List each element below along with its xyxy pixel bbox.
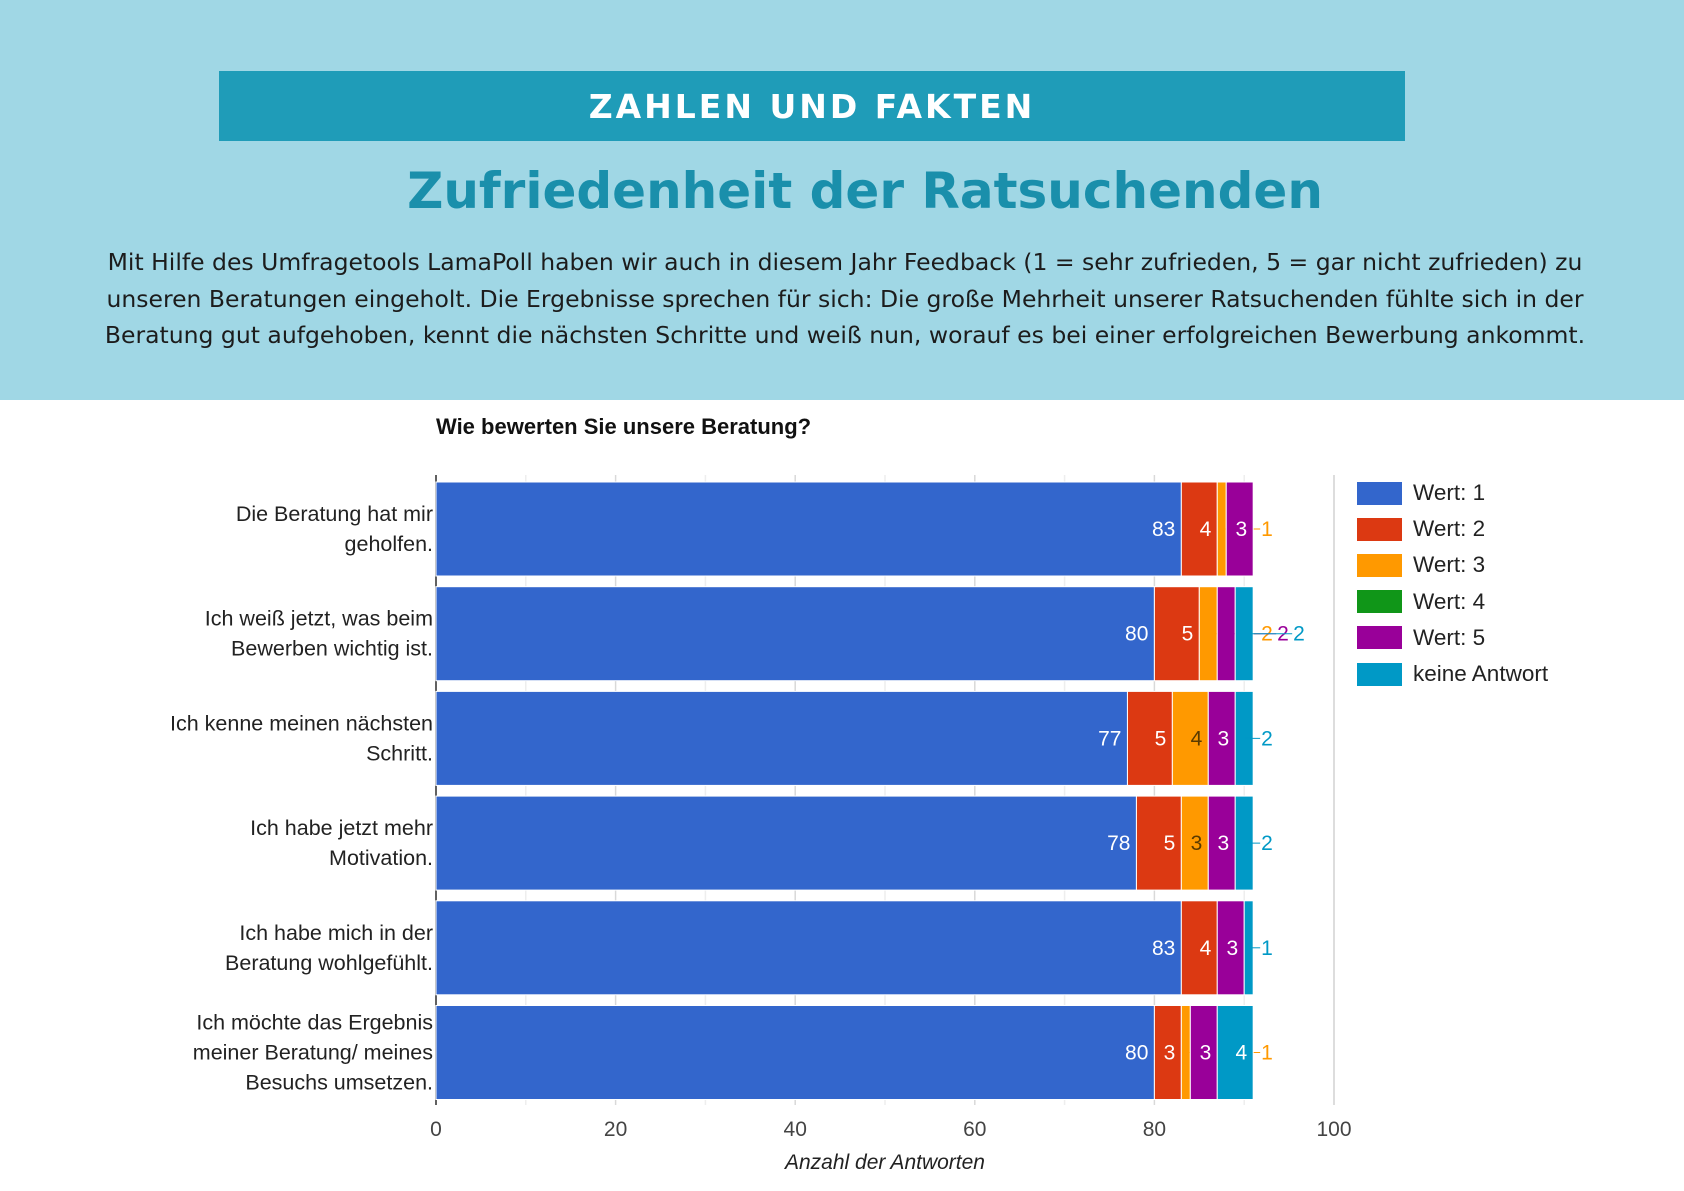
legend-item: Wert: 5 <box>1357 620 1548 656</box>
data-label: 3 <box>1218 727 1230 750</box>
bar-segment <box>1216 900 1245 996</box>
bar-segment <box>1225 481 1254 577</box>
x-tick-label: 80 <box>1143 1118 1166 1141</box>
category-label: Bewerben wichtig ist. <box>231 637 433 661</box>
legend-label: Wert: 3 <box>1413 552 1486 578</box>
category-label: Motivation. <box>329 846 433 870</box>
legend-label: Wert: 5 <box>1413 624 1486 650</box>
legend-label: Wert: 1 <box>1413 480 1486 506</box>
data-label: 1 <box>1261 518 1273 541</box>
data-label: 4 <box>1200 518 1212 541</box>
data-label: 3 <box>1200 1042 1212 1065</box>
bar-segment <box>435 586 1155 682</box>
x-tick-label: 60 <box>963 1118 986 1141</box>
legend-swatch <box>1357 662 1402 686</box>
bar-segment <box>1180 795 1209 891</box>
intro-paragraph: Mit Hilfe des Umfragetools LamaPoll habe… <box>104 248 1586 349</box>
legend-swatch <box>1357 553 1402 577</box>
legend-divider <box>1333 475 1335 1105</box>
category-label: meiner Beratung/ meines <box>193 1041 433 1065</box>
data-label: 5 <box>1164 832 1176 855</box>
data-label: 83 <box>1152 518 1175 541</box>
x-tick-label: 20 <box>604 1118 627 1141</box>
category-label: Beratung wohlgefühlt. <box>225 951 433 975</box>
legend-item: keine Antwort <box>1357 656 1548 692</box>
bar-segment <box>435 795 1137 891</box>
legend-item: Wert: 4 <box>1357 584 1548 620</box>
data-label: 3 <box>1191 832 1203 855</box>
x-tick-label: 100 <box>1316 1118 1351 1141</box>
bar-segment <box>1207 690 1236 786</box>
data-label: 3 <box>1218 832 1230 855</box>
category-label: Die Beratung hat mir <box>236 502 433 526</box>
category-label: Ich möchte das Ergebnis <box>196 1011 433 1035</box>
bar-segment <box>1153 1005 1182 1100</box>
bar-segment <box>1171 690 1209 786</box>
data-label: 2 <box>1261 832 1273 855</box>
data-label: 83 <box>1152 937 1175 960</box>
data-label: 80 <box>1125 1042 1148 1065</box>
bar-segment <box>1135 795 1182 891</box>
category-label: Besuchs umsetzen. <box>245 1071 433 1095</box>
legend-swatch <box>1357 481 1402 505</box>
data-label: 3 <box>1227 937 1239 960</box>
data-label: 78 <box>1107 832 1130 855</box>
bar-segment <box>1216 1005 1254 1100</box>
data-label: 4 <box>1191 727 1203 750</box>
category-label: Ich habe jetzt mehr <box>250 816 433 840</box>
legend-label: keine Antwort <box>1413 661 1549 687</box>
header-background <box>0 0 1684 400</box>
x-tick-label: 0 <box>430 1118 442 1141</box>
category-label: Ich weiß jetzt, was beim <box>205 607 433 631</box>
data-label: 3 <box>1235 518 1247 541</box>
x-tick-label: 40 <box>784 1118 807 1141</box>
banner-label: ZAHLEN UND FAKTEN <box>588 86 1036 126</box>
legend-swatch <box>1357 590 1402 614</box>
bar-segment <box>435 1005 1155 1100</box>
legend-item: Wert: 2 <box>1357 511 1548 547</box>
legend-label: Wert: 2 <box>1413 516 1486 542</box>
bar-segment <box>1126 690 1173 786</box>
bar-segment <box>1180 481 1218 577</box>
legend-swatch <box>1357 517 1402 541</box>
data-label: 4 <box>1200 937 1212 960</box>
chart-title: Wie bewerten Sie unsere Beratung? <box>436 414 812 439</box>
bar-segment <box>435 481 1182 577</box>
section-banner: ZAHLEN UND FAKTEN <box>219 71 1405 141</box>
legend-item: Wert: 1 <box>1357 475 1548 511</box>
bar-segment <box>435 690 1128 786</box>
bar-segment <box>1180 900 1218 996</box>
data-label: 4 <box>1235 1042 1247 1065</box>
data-label: 1 <box>1261 937 1273 960</box>
data-label: 2 <box>1293 623 1305 646</box>
chart-legend: Wert: 1 Wert: 2 Wert: 3 Wert: 4 Wert: 5 keine… <box>1357 475 1548 692</box>
legend-swatch <box>1357 626 1402 650</box>
legend-item: Wert: 3 <box>1357 547 1548 583</box>
data-label: 1 <box>1261 1042 1273 1065</box>
category-label: geholfen. <box>345 532 433 556</box>
x-axis-title: Anzahl der Antworten <box>783 1151 985 1174</box>
data-label: 3 <box>1164 1042 1176 1065</box>
page-title: Zufriedenheit der Ratsuchenden <box>407 162 1323 220</box>
data-label: 77 <box>1098 727 1121 750</box>
category-label: Ich habe mich in der <box>239 921 433 945</box>
data-label: 80 <box>1125 623 1148 646</box>
bar-segment <box>435 900 1182 996</box>
category-label: Schritt. <box>366 741 433 765</box>
data-label: 2 <box>1261 727 1273 750</box>
category-label: Ich kenne meinen nächsten <box>170 711 433 735</box>
data-label: 5 <box>1155 727 1167 750</box>
legend-label: Wert: 4 <box>1413 588 1486 614</box>
data-label: 5 <box>1182 623 1194 646</box>
